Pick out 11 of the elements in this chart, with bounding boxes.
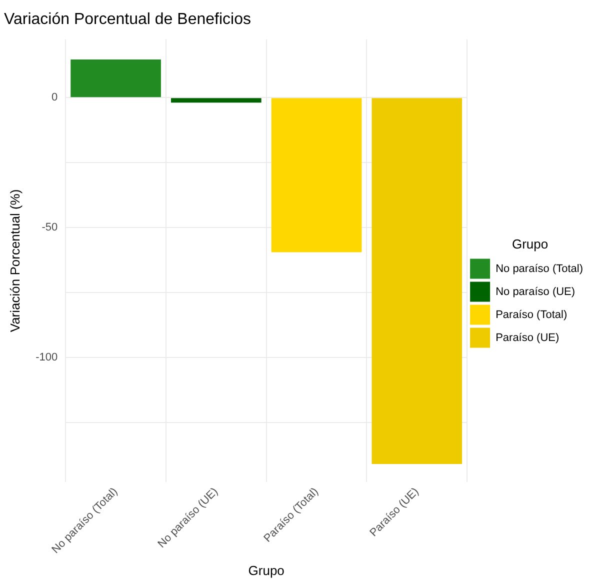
legend-label: Paraíso (UE): [496, 332, 560, 344]
chart-title: Variación Porcentual de Beneficios: [4, 11, 251, 28]
y-tick-label: -50: [42, 222, 58, 234]
legend-label: No paraíso (UE): [496, 286, 576, 298]
y-tick-label: -100: [36, 352, 58, 364]
y-axis-title: Variación Porcentual (%): [7, 189, 22, 332]
y-tick-label: 0: [51, 92, 58, 104]
x-axis-title: Grupo: [248, 562, 284, 578]
legend-label: No paraíso (Total): [496, 262, 584, 275]
legend-label: Paraíso (Total): [496, 308, 568, 321]
legend-title: Grupo: [512, 236, 548, 252]
